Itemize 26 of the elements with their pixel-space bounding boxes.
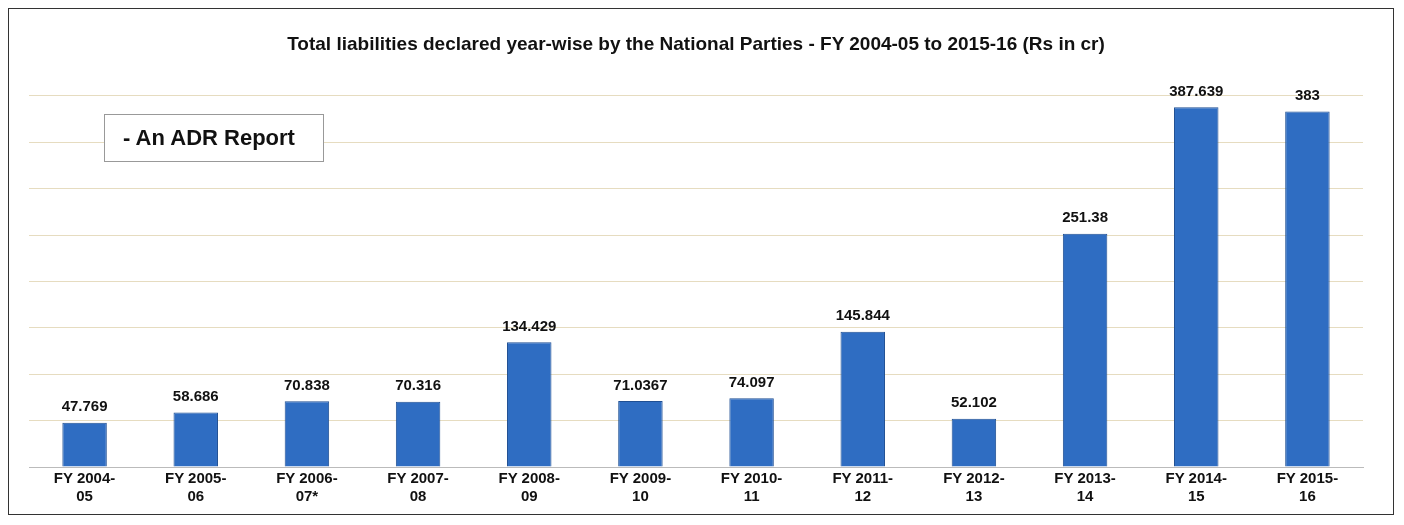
data-label: 70.316: [395, 376, 442, 394]
data-label: 70.838: [283, 375, 330, 393]
data-label: 387.639: [1169, 81, 1224, 99]
x-tick-label: FY 2005-06: [165, 469, 227, 505]
data-label: 74.097: [728, 372, 775, 390]
x-tick-label: FY 2012-13: [943, 469, 1005, 505]
data-label: 47.769: [61, 397, 108, 415]
data-label: 251.38: [1062, 208, 1109, 226]
x-tick-label: FY 2007-08: [387, 469, 449, 505]
data-label: 58.686: [172, 387, 219, 405]
x-tick-label: FY 2015-16: [1276, 469, 1339, 505]
x-tick-label: FY 2009-10: [609, 469, 672, 505]
data-label: 145.844: [835, 306, 891, 324]
chart-title: Total liabilities declared year-wise by the National Parties - FY 2004-05 to 2015-16 (Rs in cr): [287, 32, 1105, 54]
x-tick-label: FY 2014-15: [1165, 469, 1227, 505]
data-label: 134.429: [502, 316, 557, 334]
x-tick-label: FY 2013-14: [1054, 469, 1116, 505]
x-tick-label: FY 2004-05: [53, 469, 116, 505]
data-label: 71.0367: [613, 375, 668, 393]
data-label: 383: [1294, 86, 1320, 104]
x-tick-label: FY 2006-07*: [276, 469, 338, 505]
x-tick-label: FY 2008-09: [498, 469, 560, 505]
x-tick-label: FY 2010-11: [720, 469, 783, 505]
annotation: - An ADR Report: [104, 114, 324, 162]
data-label: 52.102: [950, 393, 997, 411]
x-tick-label: FY 2011-12: [832, 469, 894, 505]
